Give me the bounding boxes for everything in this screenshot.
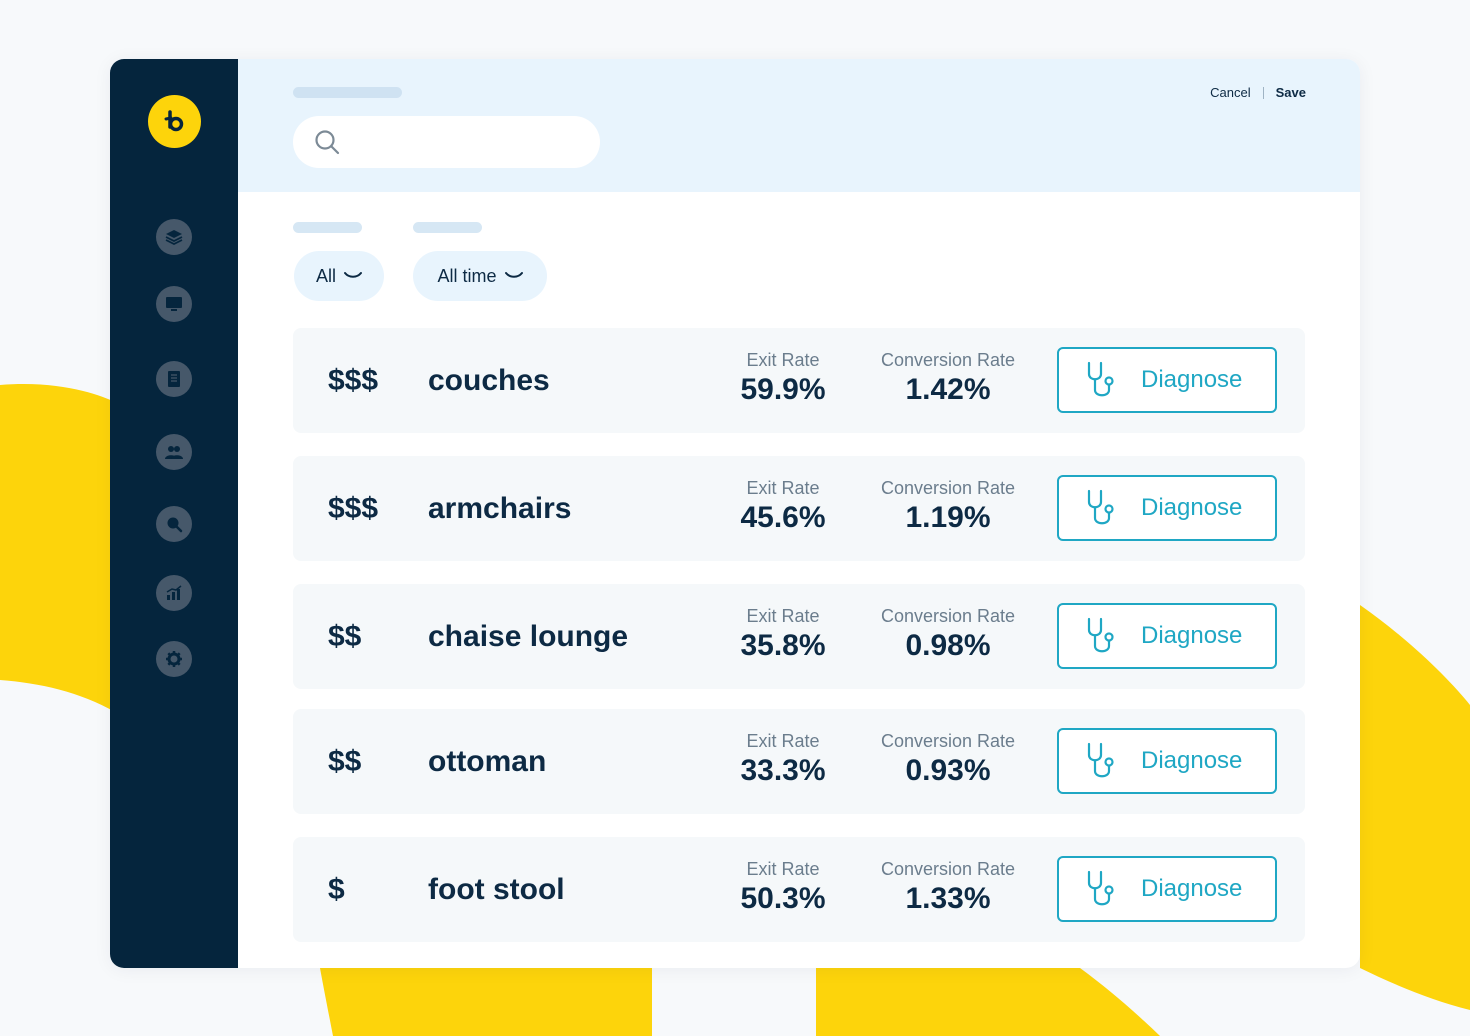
users-icon[interactable] [156, 434, 192, 470]
price-tier: $ [328, 873, 345, 906]
conversion-rate-label: Conversion Rate [880, 478, 1016, 498]
search-icon[interactable] [156, 506, 192, 542]
product-name: ottoman [428, 745, 547, 778]
category-filter-dropdown[interactable]: All [294, 251, 384, 301]
exit-rate-value: 50.3% [740, 882, 826, 915]
conversion-rate-metric: Conversion Rate 1.42% [868, 350, 1028, 407]
top-bar: Cancel Save [238, 59, 1360, 192]
search-input[interactable] [351, 133, 591, 151]
conversion-rate-metric: Conversion Rate 1.33% [868, 859, 1028, 916]
product-name: armchairs [428, 492, 572, 525]
exit-rate-value: 35.8% [740, 629, 826, 662]
app-window: Cancel Save All All time $$$ couches Exi… [110, 59, 1360, 968]
table-row: $$$ armchairs Exit Rate 45.6% Conversion… [293, 456, 1305, 561]
exit-rate-label: Exit Rate [746, 731, 820, 751]
diagnose-label: Diagnose [1141, 747, 1243, 774]
exit-rate-metric: Exit Rate 50.3% [713, 859, 853, 916]
price-tier: $$$ [328, 364, 379, 397]
chevron-down-icon [504, 272, 523, 278]
document-icon[interactable] [156, 361, 192, 397]
conversion-rate-label: Conversion Rate [880, 731, 1016, 751]
gear-icon[interactable] [156, 641, 192, 677]
diagnose-label: Diagnose [1141, 622, 1243, 649]
conversion-rate-label: Conversion Rate [880, 606, 1016, 626]
conversion-rate-value: 1.42% [905, 373, 991, 406]
product-name: chaise lounge [428, 620, 629, 653]
exit-rate-label: Exit Rate [746, 606, 820, 626]
diagnose-button[interactable]: Diagnose [1057, 603, 1277, 669]
diagnose-label: Diagnose [1141, 366, 1243, 393]
filter-value: All [315, 265, 336, 286]
diagnose-label: Diagnose [1141, 875, 1243, 902]
table-row: $ foot stool Exit Rate 50.3% Conversion … [293, 837, 1305, 942]
diagnose-button[interactable]: Diagnose [1057, 475, 1277, 541]
search-icon [315, 130, 340, 155]
analytics-icon[interactable] [156, 575, 192, 611]
exit-rate-value: 45.6% [740, 501, 826, 534]
exit-rate-metric: Exit Rate 45.6% [713, 478, 853, 535]
filter-value: All time [437, 265, 497, 286]
conversion-rate-metric: Conversion Rate 0.93% [868, 731, 1028, 788]
header-actions: Cancel Save [1210, 85, 1306, 100]
diagnose-button[interactable]: Diagnose [1057, 856, 1277, 922]
exit-rate-value: 33.3% [740, 754, 826, 787]
exit-rate-metric: Exit Rate 33.3% [713, 731, 853, 788]
filter-label-placeholder [293, 222, 362, 233]
conversion-rate-value: 0.93% [905, 754, 991, 787]
table-row: $$$ couches Exit Rate 59.9% Conversion R… [293, 328, 1305, 433]
exit-rate-label: Exit Rate [746, 478, 820, 498]
exit-rate-label: Exit Rate [746, 859, 820, 879]
chevron-down-icon [344, 272, 362, 278]
search-field[interactable] [293, 116, 600, 168]
diagnose-button[interactable]: Diagnose [1057, 347, 1277, 413]
monitor-icon[interactable] [156, 286, 192, 322]
actions-divider [1262, 86, 1264, 99]
exit-rate-metric: Exit Rate 35.8% [713, 606, 853, 663]
conversion-rate-value: 1.33% [905, 882, 991, 915]
exit-rate-value: 59.9% [740, 373, 826, 406]
table-row: $$ chaise lounge Exit Rate 35.8% Convers… [293, 584, 1305, 689]
stethoscope-icon [1087, 742, 1114, 778]
price-tier: $$ [328, 745, 362, 778]
product-name: foot stool [428, 873, 565, 906]
conversion-rate-label: Conversion Rate [880, 350, 1016, 370]
conversion-rate-label: Conversion Rate [880, 859, 1016, 879]
conversion-rate-value: 1.19% [905, 501, 991, 534]
stethoscope-icon [1087, 361, 1114, 397]
stethoscope-icon [1087, 870, 1114, 906]
conversion-rate-value: 0.98% [905, 629, 991, 662]
exit-rate-label: Exit Rate [746, 350, 820, 370]
table-row: $$ ottoman Exit Rate 33.3% Conversion Ra… [293, 709, 1305, 814]
stethoscope-icon [1087, 617, 1114, 653]
conversion-rate-metric: Conversion Rate 0.98% [868, 606, 1028, 663]
title-placeholder [293, 87, 402, 98]
sidebar [110, 59, 238, 968]
price-tier: $$$ [328, 492, 379, 525]
layers-icon[interactable] [156, 219, 192, 255]
diagnose-label: Diagnose [1141, 494, 1243, 521]
product-name: couches [428, 364, 550, 397]
diagnose-button[interactable]: Diagnose [1057, 728, 1277, 794]
conversion-rate-metric: Conversion Rate 1.19% [868, 478, 1028, 535]
filter-label-placeholder [413, 222, 482, 233]
save-button[interactable]: Save [1275, 85, 1306, 100]
stethoscope-icon [1087, 489, 1114, 525]
exit-rate-metric: Exit Rate 59.9% [713, 350, 853, 407]
brand-logo-icon[interactable] [148, 95, 201, 148]
time-filter-dropdown[interactable]: All time [413, 251, 547, 301]
cancel-button[interactable]: Cancel [1210, 85, 1251, 100]
price-tier: $$ [328, 620, 362, 653]
